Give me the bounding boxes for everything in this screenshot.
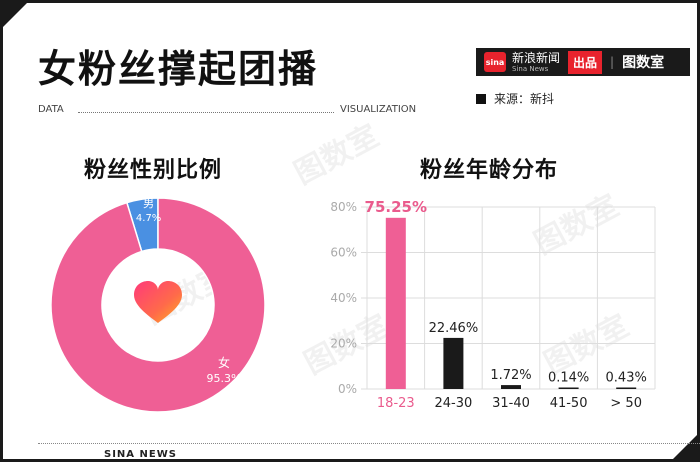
visualization-label: VISUALIZATION	[340, 104, 417, 115]
corner-decoration-bottom-right	[670, 432, 700, 462]
x-tick-label: 31-40	[492, 396, 530, 411]
footer-brand: SINA NEWS	[104, 449, 177, 460]
x-tick-label: 41-50	[550, 396, 588, 411]
pie-label-male: 男	[143, 197, 154, 210]
square-bullet-icon	[476, 93, 486, 104]
frame-left	[0, 0, 3, 462]
bar-18-23	[385, 217, 406, 389]
produce-badge: 出品	[568, 50, 603, 74]
page-title: 女粉丝撑起团播	[38, 47, 319, 91]
y-tick-label: 20%	[330, 337, 357, 351]
x-tick-label: 24-30	[435, 396, 473, 411]
tujiao-logo: 图数室	[622, 55, 665, 71]
gender-donut-chart: 男 4.7% 女 95.3%	[50, 197, 266, 413]
bar-chart-title: 粉丝年龄分布	[420, 158, 559, 183]
bar-value-label: 75.25%	[365, 198, 427, 216]
pie-value-male: 4.7%	[136, 213, 161, 224]
footer-divider	[38, 443, 700, 444]
bar-24-30	[443, 337, 464, 389]
pie-chart-title: 粉丝性别比例	[84, 158, 223, 183]
bar-value-label: 0.14%	[548, 371, 589, 386]
sina-logo-icon: sina	[484, 52, 506, 72]
source-line: 来源：新抖	[476, 90, 554, 107]
y-tick-label: 40%	[330, 291, 357, 305]
pie-label-female: 女	[218, 355, 230, 370]
frame-top	[0, 0, 700, 3]
brand-separator: |	[610, 55, 615, 69]
dotted-divider	[78, 112, 334, 113]
sina-name-en: Sina News	[512, 64, 549, 73]
age-bar-chart: 0% 20% 40% 60% 80% 75.25% 18-23 22.46% 24-30 1.72…	[330, 198, 656, 411]
source-text: 来源：新抖	[494, 92, 555, 106]
pie-slice-female	[50, 197, 266, 413]
sina-brand-text: 新浪新闻 Sina News	[512, 52, 560, 73]
y-tick-label: 0%	[338, 382, 357, 396]
corner-decoration-top-left	[0, 0, 30, 30]
x-tick-label: > 50	[610, 396, 642, 411]
brand-bar: sina 新浪新闻 Sina News 出品 | 图数室	[476, 48, 690, 76]
bar-41-50	[558, 387, 579, 389]
watermark: 图数室	[288, 118, 385, 192]
bar-31-40	[501, 385, 521, 389]
bar--50	[616, 387, 637, 389]
heart-icon	[134, 281, 182, 323]
bar-value-label: 0.43%	[606, 371, 647, 386]
frame-bottom	[0, 459, 700, 462]
pie-value-female: 95.3%	[207, 372, 242, 385]
x-tick-label: 18-23	[377, 396, 415, 411]
sina-name-cn: 新浪新闻	[512, 50, 561, 65]
bar-value-label: 1.72%	[490, 368, 531, 383]
frame-right	[697, 0, 700, 462]
y-tick-label: 60%	[330, 246, 357, 260]
y-tick-label: 80%	[330, 200, 357, 214]
bar-value-label: 22.46%	[429, 321, 479, 336]
data-label: DATA	[38, 104, 64, 115]
